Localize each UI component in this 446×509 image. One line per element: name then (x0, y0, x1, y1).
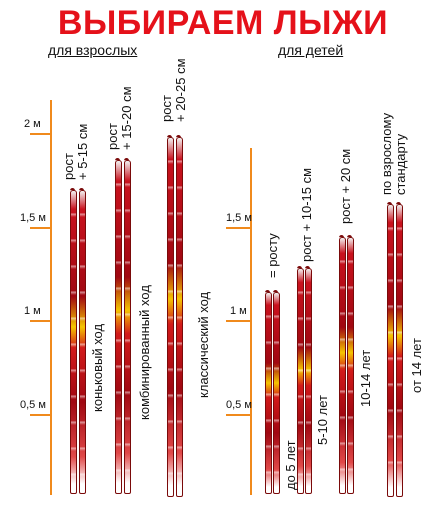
adults-tick-label-1m: 1 м (24, 305, 41, 317)
ski-kids-10-14-right (347, 235, 354, 494)
ski-kids-under5-left (265, 290, 272, 494)
kids-group-1-label: = росту (265, 233, 280, 278)
adults-subtitle: для взрослых (48, 42, 138, 58)
kids-group-2-label: рост + 10-15 см (299, 167, 314, 262)
ski-combi-right (124, 158, 131, 494)
ski-kids-5-10-right (305, 266, 312, 494)
kids-group-1-age: до 5 лет (283, 440, 298, 490)
kids-group-2-age: 5-10 лет (315, 395, 330, 445)
ski-kids-10-14-left (339, 235, 346, 494)
kids-group-4-label: по взрослому стандарту (379, 112, 408, 195)
adults-tick-label-0-5m: 0,5 м (20, 399, 46, 411)
adults-group-1-style: коньковый ход (90, 323, 105, 412)
ski-skating-left (70, 188, 77, 494)
kids-tick-label-0-5m: 0,5 м (226, 399, 252, 411)
ski-kids-14plus-left (387, 202, 394, 497)
adults-tick-0-5m (30, 414, 52, 416)
adults-group-3-style: классический ход (196, 291, 211, 398)
kids-tick-1-5m (226, 227, 250, 229)
kids-tick-label-1-5m: 1,5 м (226, 212, 252, 224)
adults-tick-label-2m: 2 м (24, 118, 41, 130)
ski-skating-right (79, 188, 86, 494)
ski-kids-5-10-left (297, 266, 304, 494)
adults-tick-1-5m (30, 227, 52, 229)
ski-combi-left (115, 158, 122, 494)
kids-tick-0-5m (226, 414, 250, 416)
kids-group-3-label: рост + 20 см (338, 148, 353, 224)
kids-group-3-age: 10-14 лет (358, 349, 373, 407)
kids-group-4-age: от 14 лет (409, 338, 424, 393)
adults-group-3-label: рост + 20-25 см (159, 58, 188, 122)
adults-scale-axis (50, 100, 52, 495)
adults-tick-label-1-5m: 1,5 м (20, 212, 46, 224)
adults-tick-2m (30, 133, 52, 135)
adults-tick-1m (30, 320, 52, 322)
ski-classic-left (167, 135, 174, 497)
kids-tick-1m (226, 320, 250, 322)
adults-group-1-label: рост + 5-15 см (61, 123, 90, 180)
adults-group-2-style: комбинированный ход (137, 285, 152, 420)
page-title: ВЫБИРАЕМ ЛЫЖИ (57, 4, 389, 42)
ski-kids-14plus-right (396, 202, 403, 497)
ski-kids-under5-right (273, 290, 280, 494)
kids-scale-axis (250, 148, 252, 495)
adults-group-2-label: рост + 15-20 см (105, 86, 134, 150)
kids-subtitle: для детей (278, 42, 344, 58)
ski-classic-right (176, 135, 183, 497)
kids-tick-label-1m: 1 м (230, 305, 247, 317)
